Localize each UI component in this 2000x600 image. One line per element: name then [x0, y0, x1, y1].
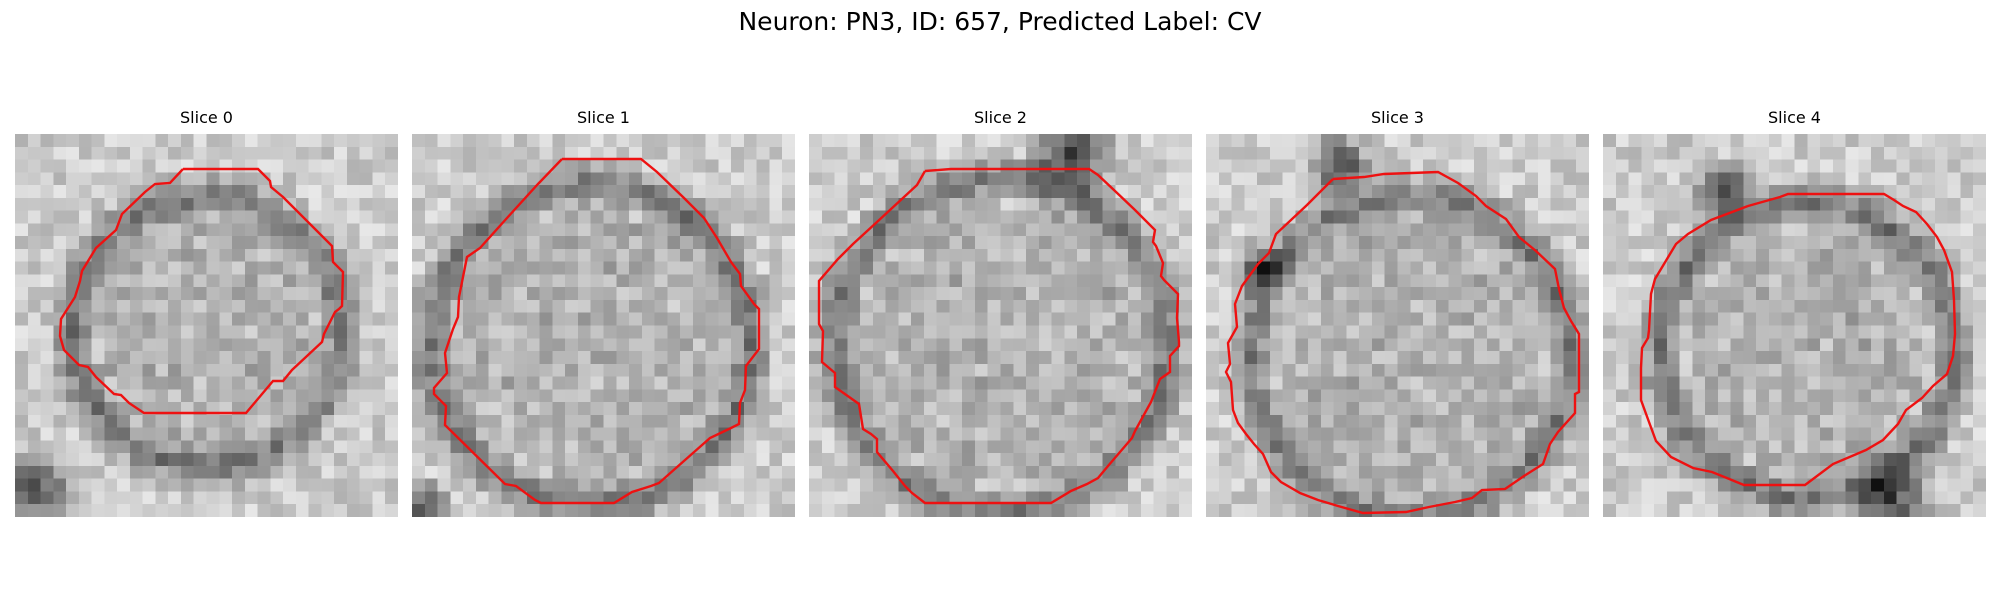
slice-grayscale-image-3 [1206, 134, 1589, 517]
slice-grayscale-image-1 [412, 134, 795, 517]
figure-title: Neuron: PN3, ID: 657, Predicted Label: C… [738, 7, 1262, 36]
slice-panel-2: Slice 2 [809, 108, 1192, 517]
slice-grayscale-image-0 [15, 134, 398, 517]
slice-contour-2 [817, 167, 1181, 505]
cell-contour-outline-0 [58, 167, 345, 415]
slice-grayscale-image-2 [809, 134, 1192, 517]
slice-title-1: Slice 1 [577, 108, 630, 127]
slice-panel-1: Slice 1 [412, 108, 795, 517]
slice-title-2: Slice 2 [974, 108, 1027, 127]
slice-panel-0: Slice 0 [15, 108, 398, 517]
slice-image-2 [809, 134, 1192, 517]
cell-contour-outline-2 [817, 167, 1181, 505]
cell-contour-outline-4 [1639, 192, 1957, 487]
slice-panel-4: Slice 4 [1603, 108, 1986, 517]
slice-title-3: Slice 3 [1371, 108, 1424, 127]
slice-image-4 [1603, 134, 1986, 517]
slice-panel-3: Slice 3 [1206, 108, 1589, 517]
cell-contour-outline-1 [432, 157, 761, 505]
slice-image-0 [15, 134, 398, 517]
slice-title-4: Slice 4 [1768, 108, 1821, 127]
slice-contour-0 [58, 167, 345, 415]
slice-image-1 [412, 134, 795, 517]
cell-contour-outline-3 [1224, 170, 1581, 515]
slice-contour-4 [1639, 192, 1957, 487]
slice-contour-3 [1224, 170, 1581, 515]
slice-image-3 [1206, 134, 1589, 517]
slice-title-0: Slice 0 [180, 108, 233, 127]
slice-contour-1 [432, 157, 761, 505]
